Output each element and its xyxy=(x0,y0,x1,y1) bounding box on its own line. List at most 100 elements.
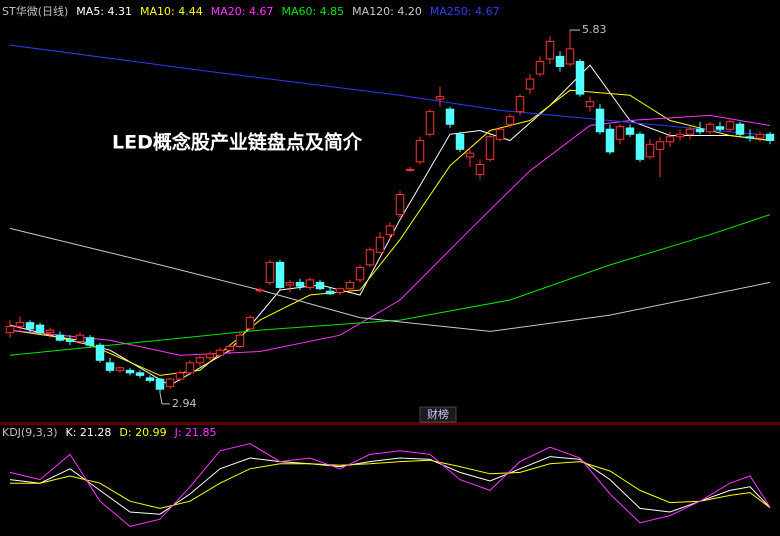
candle-body xyxy=(405,168,415,171)
candle-body xyxy=(375,236,385,253)
candle-body xyxy=(685,128,695,135)
high-label: 5.83 xyxy=(582,23,607,36)
candle-body xyxy=(65,339,75,342)
candle-body xyxy=(525,78,535,90)
series-line xyxy=(9,214,771,356)
candle-body xyxy=(5,325,15,334)
candle-body xyxy=(55,334,65,341)
candle-body xyxy=(365,249,375,266)
legend-title: ST华微(日线) xyxy=(2,4,68,18)
candle-body xyxy=(505,116,515,125)
candle-body xyxy=(435,96,445,100)
series-line xyxy=(9,456,771,515)
candle-body xyxy=(255,289,265,292)
candle-body xyxy=(105,362,115,371)
candle-body xyxy=(285,281,295,286)
candle-body xyxy=(725,121,735,130)
candle-body xyxy=(715,126,725,130)
legend-entry: MA120: 4.20 xyxy=(352,5,422,18)
candle-body xyxy=(75,334,85,342)
candle-body xyxy=(95,344,105,361)
candle-body xyxy=(25,322,35,330)
candle-body xyxy=(155,378,165,390)
legend-entry: MA250: 4.67 xyxy=(430,5,500,18)
candle-body xyxy=(425,111,435,135)
candle-body xyxy=(615,126,625,140)
series-line xyxy=(10,459,771,509)
candle-body xyxy=(455,133,465,150)
candle-body xyxy=(345,281,355,290)
series-line xyxy=(9,227,771,332)
candle-body xyxy=(165,378,175,388)
candle-body xyxy=(295,281,305,287)
candle-body xyxy=(35,324,45,334)
candle-body xyxy=(545,40,555,60)
legend-title: KDJ(9,3,3) xyxy=(2,426,58,439)
candle-body xyxy=(595,108,605,133)
candle-body xyxy=(765,133,775,142)
candle-body xyxy=(195,357,205,364)
low-label: 2.94 xyxy=(172,397,197,410)
candle-body xyxy=(15,322,25,327)
candle-body xyxy=(45,329,55,334)
candle-body xyxy=(465,152,475,158)
legend-entry: MA5: 4.31 xyxy=(76,5,132,18)
candle-body xyxy=(205,353,215,359)
candle-body xyxy=(275,261,285,288)
badge-box xyxy=(419,406,457,423)
legend-entry: K: 21.28 xyxy=(66,426,112,439)
candle-body xyxy=(635,133,645,160)
candle-body xyxy=(355,266,365,281)
candle-body xyxy=(605,128,615,153)
candle-body xyxy=(445,108,455,125)
candle-body xyxy=(115,367,125,371)
candle-body xyxy=(745,136,755,139)
candle-body xyxy=(495,128,505,140)
legend-entry: MA60: 4.85 xyxy=(281,5,344,18)
legend-entry: MA10: 4.44 xyxy=(140,5,203,18)
legend-entry: J: 21.85 xyxy=(174,426,217,439)
candle-body xyxy=(675,133,685,138)
candle-body xyxy=(475,163,485,175)
candle-body xyxy=(325,290,335,295)
candle-body xyxy=(415,140,425,163)
candle-body xyxy=(705,123,715,133)
candle-body xyxy=(655,141,665,150)
candle-body xyxy=(85,337,95,346)
series-line xyxy=(9,44,771,136)
caption: LED概念股产业链盘点及简介 xyxy=(112,131,363,154)
candle-body xyxy=(695,128,705,133)
candle-body xyxy=(735,123,745,135)
candle-body xyxy=(135,372,145,376)
candle-body xyxy=(385,225,395,236)
candle-body xyxy=(335,288,345,293)
candle-body xyxy=(185,362,195,374)
candle-body xyxy=(225,345,235,351)
legend-entry: MA20: 4.67 xyxy=(211,5,274,18)
candle-body xyxy=(625,127,635,135)
candle-body xyxy=(215,349,225,356)
annotation-arrow xyxy=(159,392,163,405)
candle-body xyxy=(315,281,325,290)
candle-body xyxy=(305,279,315,288)
series-line xyxy=(9,114,771,356)
candle-body xyxy=(565,48,575,65)
candle-body xyxy=(485,136,495,160)
candle-body xyxy=(245,317,255,330)
candle-body xyxy=(585,101,595,108)
badge: 财榜 xyxy=(427,407,449,421)
candle-body xyxy=(575,60,585,95)
candle-body xyxy=(665,136,675,143)
candle-body xyxy=(645,143,655,158)
candle-body xyxy=(755,133,765,139)
candle-body xyxy=(265,261,275,283)
series-line xyxy=(9,443,771,527)
candle-body xyxy=(555,55,565,67)
legend-entry: D: 20.99 xyxy=(119,426,166,439)
candle-body xyxy=(535,60,545,75)
candle-body xyxy=(235,334,245,347)
candle-body xyxy=(395,194,405,216)
